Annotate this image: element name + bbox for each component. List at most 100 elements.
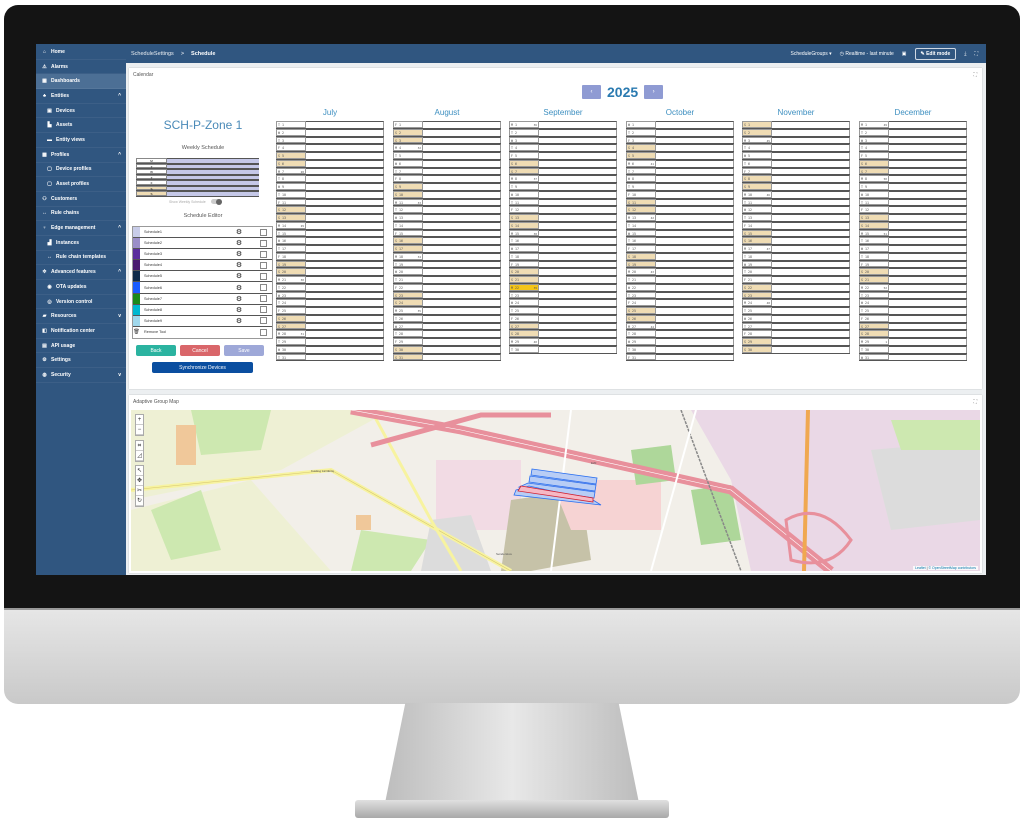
day-schedule-slot[interactable] [889,206,967,213]
day-schedule-slot[interactable] [656,260,734,268]
day-schedule-slot[interactable] [772,276,850,283]
day-label[interactable]: M 29 40 [509,338,539,345]
day-label[interactable]: W 9 [276,183,306,190]
day-schedule-slot[interactable] [656,198,734,206]
day-label[interactable]: T 31 [276,353,306,361]
day-schedule-slot[interactable] [423,183,501,190]
day-schedule-slot[interactable] [306,299,384,306]
day-label[interactable]: W 26 [742,314,772,322]
day-schedule-slot[interactable] [772,307,850,314]
day-label[interactable]: T 11 [859,198,889,206]
day-label[interactable]: T 4 [509,144,539,151]
day-schedule-slot[interactable] [889,167,967,175]
day-label[interactable]: S 16 [742,237,772,244]
day-schedule-slot[interactable] [656,283,734,291]
day-schedule-slot[interactable] [423,214,501,221]
day-label[interactable]: T 9 [626,183,656,190]
day-schedule-slot[interactable] [423,221,501,229]
day-schedule-slot[interactable] [423,299,501,306]
day-label[interactable]: F 21 [742,276,772,283]
chevron-up-icon[interactable]: ^ [118,151,121,158]
schedule-checkbox[interactable] [260,317,267,325]
day-label[interactable]: S 27 [276,322,306,330]
day-schedule-slot[interactable] [306,338,384,345]
day-schedule-slot[interactable] [889,283,967,291]
day-label[interactable]: F 24 [626,299,656,306]
chevron-up-icon[interactable]: ^ [118,269,121,276]
schedule-checkbox[interactable] [260,284,267,292]
day-label[interactable]: S 6 [276,159,306,167]
day-schedule-slot[interactable] [772,245,850,252]
sidebar-item-devices[interactable]: ▣ Devices [36,104,126,119]
day-label[interactable]: W 2 [276,128,306,136]
day-label[interactable]: T 30 [626,345,656,353]
day-label[interactable]: M 15 51 [859,229,889,237]
day-schedule-slot[interactable] [656,136,734,144]
sidebar-item-settings[interactable]: ⚙ Settings [36,353,126,369]
day-label[interactable]: T 25 [742,307,772,314]
day-schedule-slot[interactable] [539,291,617,299]
synchronize-devices-button[interactable]: Synchronize Devices [152,362,253,373]
day-schedule-slot[interactable] [772,159,850,167]
day-schedule-slot[interactable] [772,152,850,159]
day-schedule-slot[interactable] [306,214,384,221]
weekly-slot-bar[interactable] [167,163,259,168]
day-schedule-slot[interactable] [656,252,734,260]
day-schedule-slot[interactable] [423,307,501,314]
move-icon[interactable]: ✥ [136,478,143,486]
day-schedule-slot[interactable] [772,183,850,190]
day-label[interactable]: T 23 [626,291,656,299]
sidebar-item-edge-management[interactable]: ♆ Edge management ^ [36,221,126,236]
day-label[interactable]: T 14 [393,221,423,229]
day-label[interactable]: M 29 1 [859,338,889,345]
day-schedule-slot[interactable] [539,229,617,237]
day-schedule-slot[interactable] [772,144,850,151]
fullscreen-icon[interactable]: ⛶ [974,50,978,57]
day-schedule-slot[interactable] [889,299,967,306]
sidebar-item-instances[interactable]: ▟ Instances [36,236,126,251]
day-schedule-slot[interactable] [306,330,384,337]
day-label[interactable]: T 9 [509,183,539,190]
day-schedule-slot[interactable] [423,152,501,159]
layout-icon[interactable]: ▣ [901,50,907,57]
weekly-slot-bar[interactable] [167,158,259,163]
realtime-button[interactable]: ◷ Realtime - last minute [840,51,894,57]
day-schedule-slot[interactable] [539,314,617,322]
day-label[interactable]: M 22 52 [859,283,889,291]
day-label[interactable]: F 8 [393,175,423,182]
gear-icon[interactable]: ⚙ [235,273,243,281]
day-schedule-slot[interactable] [539,214,617,221]
back-button[interactable]: Back [136,345,176,356]
day-label[interactable]: W 17 [509,245,539,252]
day-schedule-slot[interactable] [656,229,734,237]
day-label[interactable]: S 16 [393,237,423,244]
day-label[interactable]: T 2 [859,128,889,136]
day-label[interactable]: M 25 35 [393,307,423,314]
day-label[interactable]: S 24 [393,299,423,306]
day-schedule-slot[interactable] [772,175,850,182]
day-label[interactable]: M 18 34 [393,252,423,260]
day-schedule-slot[interactable] [423,291,501,299]
day-label[interactable]: T 9 [859,183,889,190]
day-schedule-slot[interactable] [306,206,384,213]
day-schedule-slot[interactable] [306,221,384,229]
day-label[interactable]: T 29 [276,338,306,345]
day-label[interactable]: T 1 [276,121,306,128]
day-label[interactable]: F 12 [859,206,889,213]
day-schedule-slot[interactable] [539,159,617,167]
day-schedule-slot[interactable] [889,221,967,229]
day-label[interactable]: T 18 [509,252,539,260]
schedule-checkbox[interactable] [260,272,267,280]
day-label[interactable]: F 7 [742,167,772,175]
day-schedule-slot[interactable] [423,252,501,260]
gear-icon[interactable]: ⚙ [235,262,243,270]
day-label[interactable]: S 27 [509,322,539,330]
day-schedule-slot[interactable] [656,237,734,244]
day-schedule-slot[interactable] [772,237,850,244]
day-schedule-slot[interactable] [656,330,734,337]
day-label[interactable]: S 23 [393,291,423,299]
sidebar-item-rule-chains[interactable]: ↔ Rule chains [36,207,126,222]
day-label[interactable]: S 20 [509,268,539,275]
day-label[interactable]: W 24 [509,299,539,306]
day-label[interactable]: M 3 45 [742,136,772,144]
